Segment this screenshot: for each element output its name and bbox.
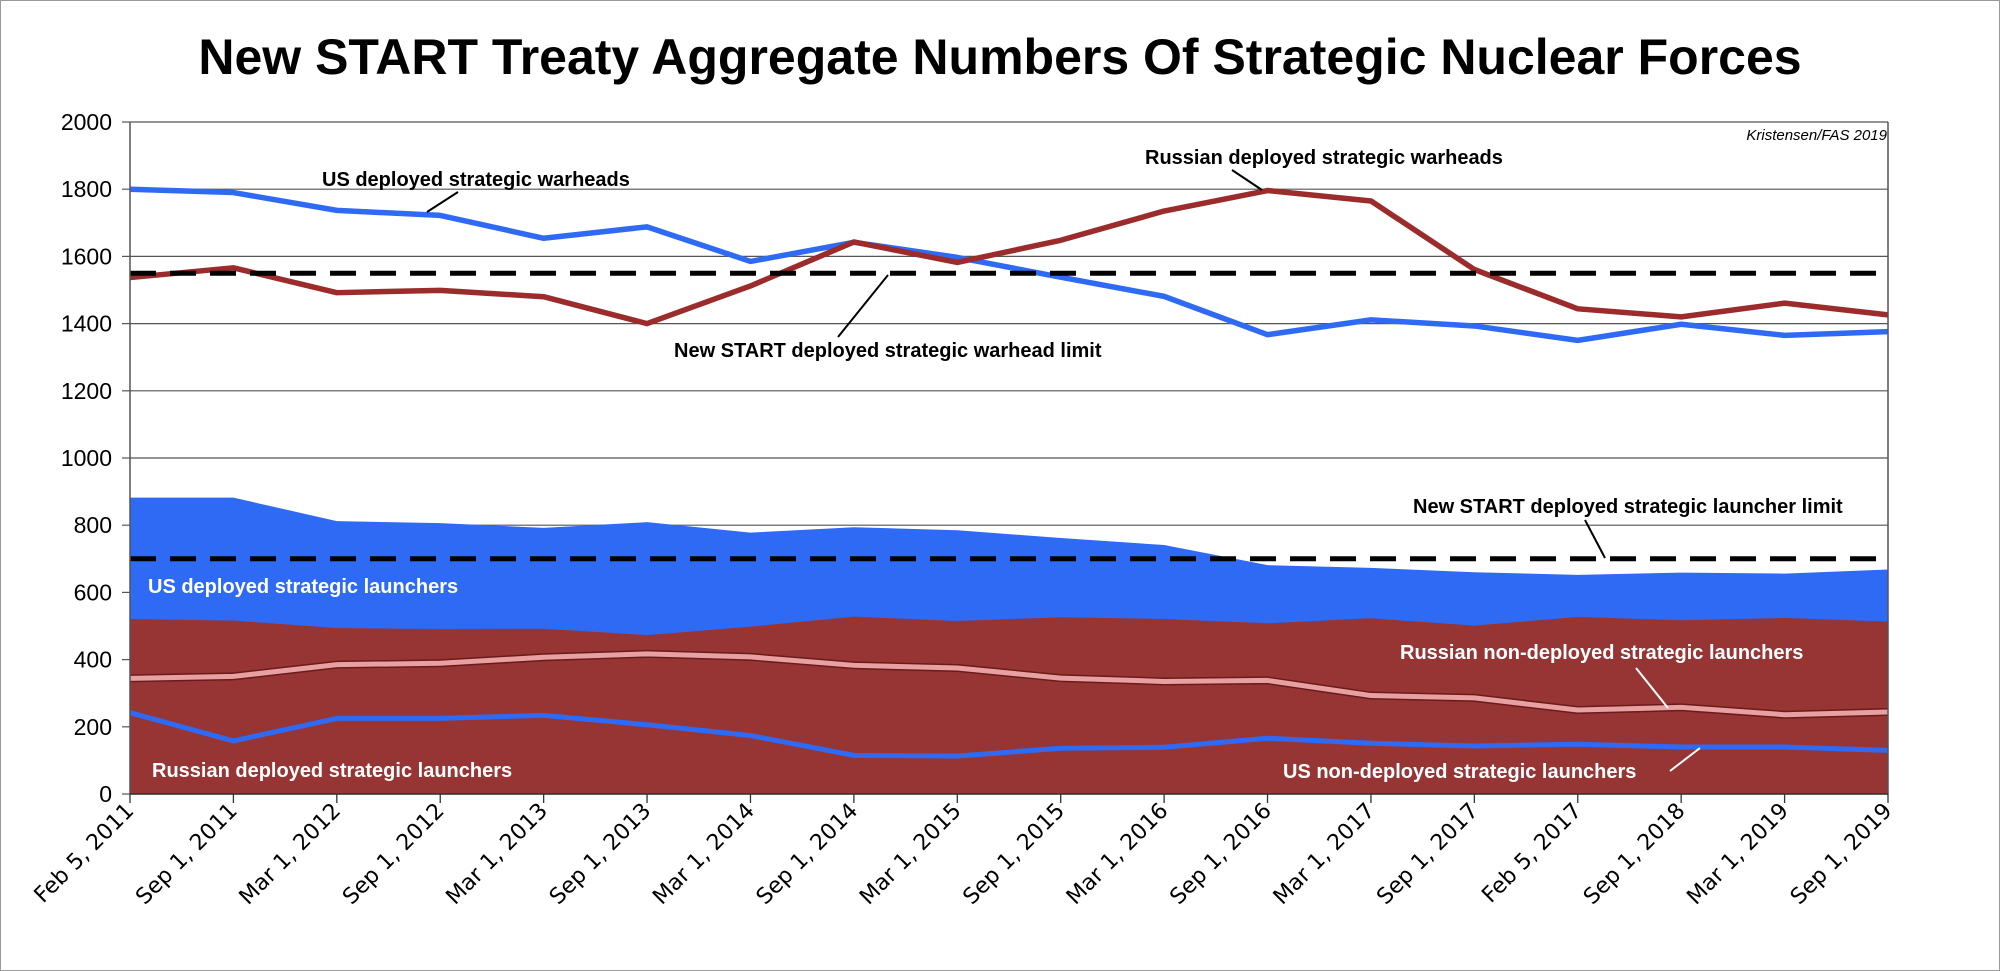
x-tick-label: Feb 5, 2011 [30,799,140,909]
us-nondeployed-label: US non-deployed strategic launchers [1283,761,1636,783]
launcher-limit-label: New START deployed strategic launcher li… [1413,496,1843,518]
warhead-limit-label: New START deployed strategic warhead lim… [674,340,1102,362]
x-tick-label: Feb 5, 2017 [1477,799,1587,909]
ru-nondeployed-label: Russian non-deployed strategic launchers [1400,642,1803,664]
line-layer [129,186,1889,759]
y-tick-label: 800 [74,512,112,538]
y-tick-label: 1600 [61,243,112,269]
x-tick-label: Mar 1, 2019 [1682,799,1793,910]
warhead-limit-leader [837,274,889,338]
y-tick-label: 1200 [61,378,112,404]
ru-warheads-leader [1231,169,1263,191]
ru-launchers-label: Russian deployed strategic launchers [152,760,512,782]
ru-nondeployed-leader [1635,667,1669,709]
x-tick-label: Sep 1, 2013 [545,799,656,910]
x-tick-label: Mar 1, 2013 [442,799,553,910]
launcher-limit-leader [1584,519,1606,559]
x-tick-label: Sep 1, 2016 [1165,799,1276,910]
y-tick-label: 600 [74,579,112,605]
x-tick-label: Sep 1, 2019 [1786,799,1897,910]
limit-layer [130,270,1888,562]
x-tick-label: Mar 1, 2014 [648,799,759,910]
y-tick-label: 1000 [61,445,112,471]
line-russian-non-deployed-strategic-launchers [129,651,1889,718]
us-launchers-label: US deployed strategic launchers [148,576,458,598]
x-tick-label: Sep 1, 2014 [752,799,863,910]
y-tick-label: 1400 [61,311,112,337]
ru-warheads-label: Russian deployed strategic warheads [1145,147,1503,169]
us-warheads-leader [426,191,459,213]
x-tick-label: Mar 1, 2016 [1062,799,1173,910]
x-tick-label: Mar 1, 2012 [235,799,346,910]
credit-label: Kristensen/FAS 2019 [1746,127,1887,144]
y-tick-label: 1800 [61,176,112,202]
y-tick-label: 2000 [61,109,112,135]
x-tick-label: Sep 1, 2011 [131,799,242,910]
line-us-non-deployed-strategic-launchers [129,710,1889,759]
us-nondeployed-leader [1669,747,1701,772]
x-tick-label: Mar 1, 2015 [855,799,966,910]
line-russian-deployed-strategic-warheads [129,187,1889,327]
y-tick-label: 200 [74,714,112,740]
chart-title: New START Treaty Aggregate Numbers Of St… [198,29,1802,85]
us-warheads-label: US deployed strategic warheads [322,169,630,191]
area-russian-deployed-strategic-launchers [130,616,1888,794]
annotation-layer: Kristensen/FAS 2019 US deployed strategi… [148,127,1888,783]
x-tick-label: Mar 1, 2017 [1269,799,1380,910]
x-tick-label: Sep 1, 2017 [1372,799,1483,910]
x-tick-label: Sep 1, 2015 [959,799,1070,910]
y-tick-label: 0 [99,781,112,807]
x-tick-label: Sep 1, 2018 [1579,799,1690,910]
y-tick-label: 400 [74,647,112,673]
line-us-deployed-strategic-warheads [129,186,1889,344]
x-tick-label: Sep 1, 2012 [338,799,449,910]
